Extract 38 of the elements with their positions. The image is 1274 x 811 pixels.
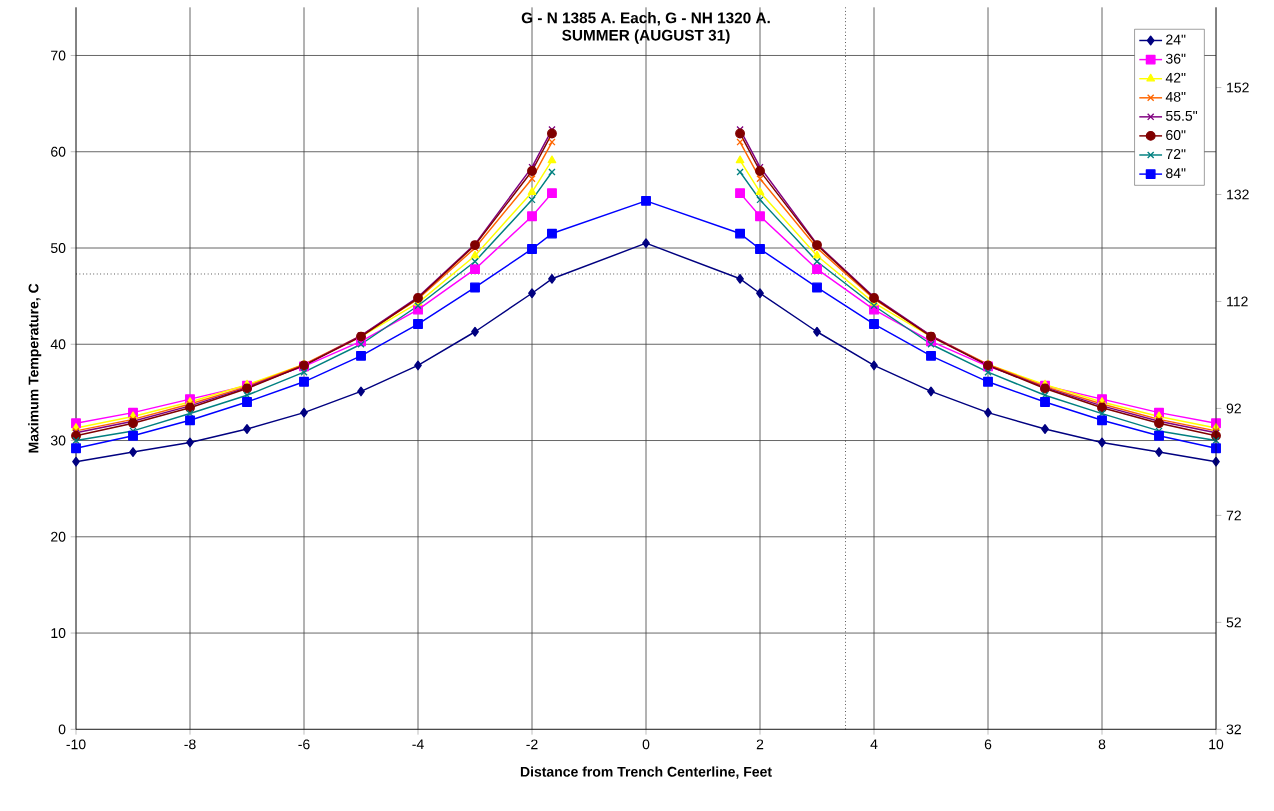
- y2-tick-label: 152: [1227, 82, 1249, 93]
- x-tick-label: -4: [412, 739, 424, 750]
- x-tick-label: -6: [298, 739, 310, 750]
- chart-title: G - N 1385 A. Each, G - NH 1320 A.: [521, 12, 770, 26]
- legend-label: 60": [1166, 130, 1186, 141]
- y2-tick-label: 112: [1227, 296, 1248, 307]
- y-tick-label: 20: [51, 532, 66, 542]
- y2-tick-label: 92: [1226, 403, 1241, 414]
- legend-label: 36": [1165, 53, 1186, 64]
- x-tick-label: 4: [870, 739, 878, 750]
- y-tick-label: 30: [50, 435, 66, 446]
- y-tick-label: 10: [51, 628, 66, 639]
- legend-label: 48": [1165, 92, 1186, 103]
- x-axis-title: Distance from Trench Centerline, Feet: [520, 766, 772, 779]
- y2-tick-label: 52: [1226, 617, 1241, 628]
- x-tick-label: 8: [1098, 739, 1106, 750]
- y-tick-label: 0: [58, 724, 66, 735]
- y-tick-label: 70: [51, 50, 66, 61]
- x-tick-label: 2: [756, 739, 764, 750]
- y2-tick-label: 132: [1227, 189, 1249, 200]
- legend-label: 72": [1166, 149, 1186, 160]
- x-tick-label: 6: [984, 739, 992, 750]
- x-tick-label: -2: [526, 739, 538, 750]
- x-tick-label: -10: [66, 739, 86, 750]
- x-tick-label: -8: [184, 739, 196, 750]
- legend-label: 24": [1166, 34, 1186, 45]
- x-tick-label: 0: [642, 739, 650, 750]
- legend-label: 42": [1165, 73, 1186, 83]
- y2-tick-label: 32: [1226, 724, 1241, 735]
- y-tick-label: 60: [51, 146, 66, 157]
- x-tick-label: 10: [1209, 739, 1224, 750]
- y-tick-label: 50: [50, 243, 66, 254]
- y2-tick-label: 72: [1226, 510, 1241, 521]
- legend-label: 84": [1166, 168, 1186, 179]
- legend-label: 55.5": [1166, 111, 1198, 121]
- text: SUMMER (AUGUST 31): [562, 29, 730, 44]
- y-tick-label: 40: [50, 339, 66, 350]
- y-axis-title: Maximum Temperature, C: [28, 283, 42, 453]
